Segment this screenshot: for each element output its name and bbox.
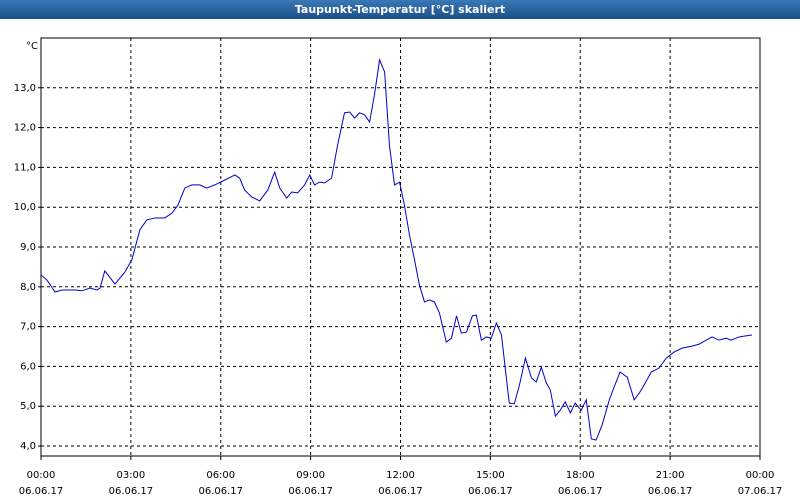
y-tick-label: 9,0 [20,242,36,253]
x-tick-label: 09:00 [296,470,325,481]
y-axis-label: °C [26,41,38,52]
x-tick-label: 00:00 [746,470,775,481]
y-tick-label: 12,0 [14,123,36,134]
y-tick-label: 8,0 [20,282,36,293]
x-tick-label: 03:00 [116,470,145,481]
x-tick-date: 06.06.17 [648,486,693,497]
x-tick-date: 06.06.17 [378,486,423,497]
x-tick-date: 06.06.17 [19,486,64,497]
y-tick-label: 10,0 [14,202,36,213]
y-tick-label: 4,0 [20,441,36,452]
x-tick-label: 21:00 [656,470,685,481]
x-tick-label: 18:00 [566,470,595,481]
x-tick-date: 06.06.17 [198,486,243,497]
x-tick-label: 12:00 [386,470,415,481]
y-tick-label: 7,0 [20,322,36,333]
data-line [40,58,752,441]
y-tick-label: 5,0 [20,401,36,412]
title-bar [0,0,800,19]
x-tick-label: 15:00 [476,470,505,481]
x-tick-label: 00:00 [27,470,56,481]
y-tick-label: 6,0 [20,361,36,372]
y-tick-label: 13,0 [14,83,36,94]
x-tick-date: 06.06.17 [109,486,154,497]
x-tick-date: 06.06.17 [558,486,603,497]
x-tick-date: 06.06.17 [468,486,513,497]
x-tick-label: 06:00 [206,470,235,481]
chart-title: Taupunkt-Temperatur [°C] skaliert [295,3,505,16]
x-tick-date: 06.06.17 [288,486,333,497]
y-tick-label: 11,0 [14,162,36,173]
x-tick-date: 07.06.17 [738,486,783,497]
